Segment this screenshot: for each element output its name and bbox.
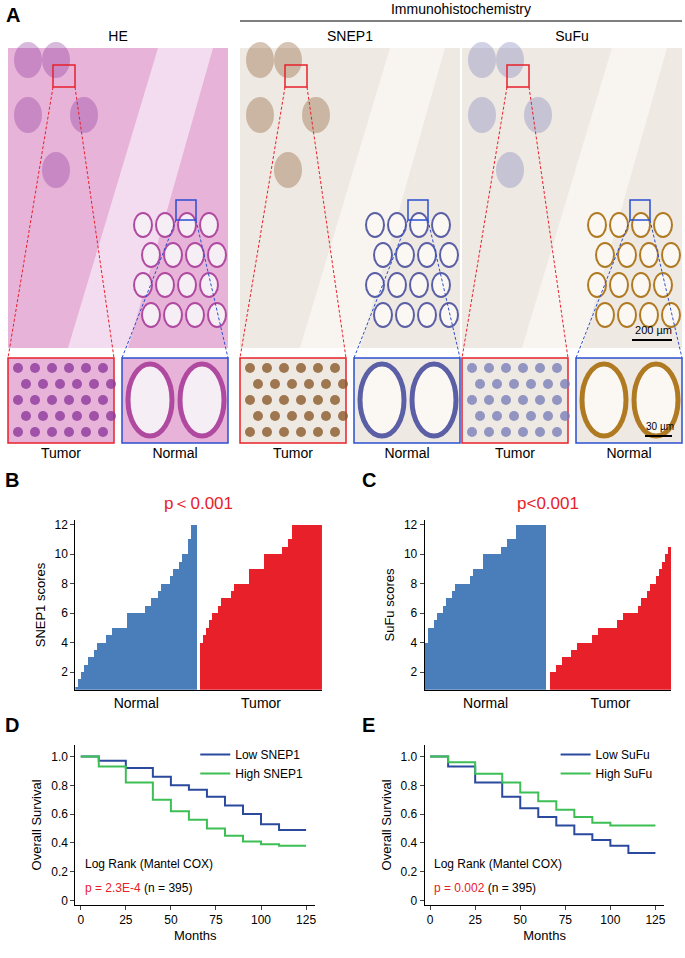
svg-text:10: 10 <box>404 547 418 561</box>
svg-text:A: A <box>6 4 20 26</box>
svg-text:1.0: 1.0 <box>401 750 418 764</box>
svg-text:0: 0 <box>61 894 68 908</box>
svg-text:0.6: 0.6 <box>51 807 68 821</box>
svg-text:25: 25 <box>119 913 133 927</box>
svg-text:125: 125 <box>645 913 665 927</box>
svg-text:0.8: 0.8 <box>401 779 418 793</box>
svg-text:4: 4 <box>61 636 68 650</box>
svg-text:0.4: 0.4 <box>51 836 68 850</box>
svg-text:Low SuFu: Low SuFu <box>596 748 650 762</box>
svg-text:Immunohistochemistry: Immunohistochemistry <box>391 1 531 17</box>
svg-text:2: 2 <box>411 665 418 679</box>
svg-text:1.0: 1.0 <box>51 750 68 764</box>
svg-text:High SuFu: High SuFu <box>596 767 653 781</box>
svg-text:Log Rank (Mantel COX): Log Rank (Mantel COX) <box>85 857 213 871</box>
svg-text:SuFu: SuFu <box>555 28 588 44</box>
svg-text:12: 12 <box>55 518 69 532</box>
svg-text:C: C <box>362 469 376 491</box>
svg-text:8: 8 <box>411 577 418 591</box>
svg-text:75: 75 <box>209 913 223 927</box>
svg-text:30 µm: 30 µm <box>646 421 674 432</box>
svg-text:0.2: 0.2 <box>51 865 68 879</box>
svg-text:SNEP1 scores: SNEP1 scores <box>33 562 48 647</box>
svg-text:Low SNEP1: Low SNEP1 <box>235 748 300 762</box>
svg-text:B: B <box>5 469 19 491</box>
svg-text:125: 125 <box>296 913 316 927</box>
svg-text:Tumor: Tumor <box>495 445 535 461</box>
svg-text:Tumor: Tumor <box>241 695 281 711</box>
svg-text:6: 6 <box>411 606 418 620</box>
svg-text:Months: Months <box>523 928 566 943</box>
svg-text:12: 12 <box>404 518 418 532</box>
svg-text:4: 4 <box>411 636 418 650</box>
svg-text:100: 100 <box>251 913 271 927</box>
svg-text:Normal: Normal <box>463 695 508 711</box>
svg-text:2: 2 <box>61 665 68 679</box>
svg-text:High SNEP1: High SNEP1 <box>235 767 303 781</box>
svg-text:0.4: 0.4 <box>401 836 418 850</box>
svg-text:75: 75 <box>559 913 573 927</box>
svg-text:Overall Survival: Overall Survival <box>29 779 44 870</box>
svg-text:Log Rank (Mantel COX): Log Rank (Mantel COX) <box>434 857 562 871</box>
svg-text:E: E <box>362 714 375 736</box>
svg-text:Normal: Normal <box>114 695 159 711</box>
svg-text:6: 6 <box>61 606 68 620</box>
svg-text:0: 0 <box>77 913 84 927</box>
svg-text:0: 0 <box>411 894 418 908</box>
svg-text:0.2: 0.2 <box>401 865 418 879</box>
svg-text:200 µm: 200 µm <box>635 324 672 336</box>
svg-text:Normal: Normal <box>152 445 197 461</box>
svg-text:50: 50 <box>164 913 178 927</box>
svg-text:Overall Survival: Overall Survival <box>379 779 394 870</box>
svg-text:Months: Months <box>174 928 217 943</box>
svg-text:Normal: Normal <box>384 445 429 461</box>
svg-text:p＜0.001: p＜0.001 <box>164 494 233 513</box>
svg-text:D: D <box>5 714 19 736</box>
svg-text:p<0.001: p<0.001 <box>517 494 579 513</box>
svg-text:HE: HE <box>108 28 127 44</box>
svg-text:50: 50 <box>514 913 528 927</box>
svg-text:Tumor: Tumor <box>590 695 630 711</box>
svg-text:0.8: 0.8 <box>51 779 68 793</box>
svg-text:0: 0 <box>427 913 434 927</box>
svg-text:8: 8 <box>61 577 68 591</box>
svg-text:Tumor: Tumor <box>41 445 81 461</box>
svg-text:SuFu scores: SuFu scores <box>382 568 397 641</box>
svg-text:10: 10 <box>55 547 69 561</box>
svg-text:100: 100 <box>600 913 620 927</box>
svg-text:SNEP1: SNEP1 <box>327 28 373 44</box>
svg-text:p = 2.3E-4 (n = 395): p = 2.3E-4 (n = 395) <box>85 881 192 895</box>
svg-text:25: 25 <box>468 913 482 927</box>
svg-text:0.6: 0.6 <box>401 807 418 821</box>
svg-text:Normal: Normal <box>606 445 651 461</box>
svg-text:Tumor: Tumor <box>273 445 313 461</box>
svg-text:p = 0.002 (n = 395): p = 0.002 (n = 395) <box>434 881 536 895</box>
